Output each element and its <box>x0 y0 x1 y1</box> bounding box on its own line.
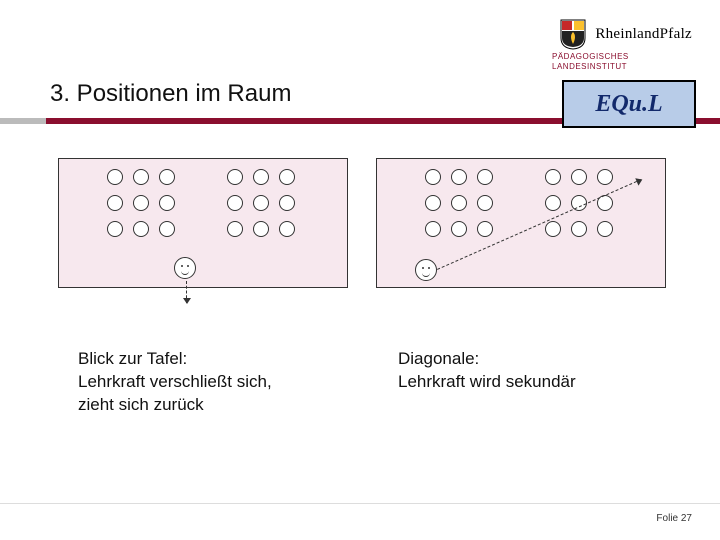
arrow-down-icon <box>186 281 187 303</box>
brand-text: RheinlandPfalz <box>595 26 692 43</box>
seat <box>571 169 587 185</box>
seat <box>477 221 493 237</box>
seat <box>545 195 561 211</box>
brand-subtext: PÄDAGOGISCHES LANDESINSTITUT <box>552 52 692 73</box>
rheinlandpfalz-logo: RheinlandPfalz <box>559 18 692 50</box>
seat <box>477 169 493 185</box>
footer-rule <box>0 503 720 504</box>
captions-row: Blick zur Tafel: Lehrkraft verschließt s… <box>78 348 680 417</box>
room-right <box>376 158 666 288</box>
shield-icon <box>559 18 587 50</box>
seat <box>545 169 561 185</box>
seat <box>253 169 269 185</box>
seat <box>159 195 175 211</box>
seat <box>253 195 269 211</box>
teacher-face-icon <box>415 259 437 281</box>
equl-logo: EQu.L <box>562 80 696 128</box>
seat <box>571 221 587 237</box>
header: 3. Positionen im Raum RheinlandPfalz PÄD… <box>0 0 720 120</box>
caption-right: Diagonale: Lehrkraft wird sekundär <box>398 348 678 417</box>
seat <box>597 221 613 237</box>
seat <box>227 169 243 185</box>
caption-left: Blick zur Tafel: Lehrkraft verschließt s… <box>78 348 398 417</box>
seat-grid <box>59 169 347 241</box>
seat <box>425 169 441 185</box>
room-left <box>58 158 348 288</box>
seat-grid <box>377 169 665 241</box>
seat <box>133 221 149 237</box>
seat <box>279 221 295 237</box>
seat-block <box>107 169 179 241</box>
seat <box>107 221 123 237</box>
slide-title: 3. Positionen im Raum <box>50 80 291 108</box>
seat <box>227 195 243 211</box>
seat-block <box>227 169 299 241</box>
seat <box>107 195 123 211</box>
seat <box>133 169 149 185</box>
seat <box>159 221 175 237</box>
seat <box>107 169 123 185</box>
teacher-face-icon <box>174 257 196 279</box>
seat <box>227 221 243 237</box>
seat <box>279 169 295 185</box>
seat <box>253 221 269 237</box>
diagram-row <box>58 158 680 288</box>
seat <box>451 221 467 237</box>
seat <box>597 169 613 185</box>
slide-number: Folie 27 <box>656 513 692 524</box>
seat <box>425 221 441 237</box>
seat <box>451 169 467 185</box>
seat <box>451 195 467 211</box>
seat <box>425 195 441 211</box>
seat <box>477 195 493 211</box>
seat <box>545 221 561 237</box>
seat-block <box>425 169 497 241</box>
seat <box>133 195 149 211</box>
seat <box>279 195 295 211</box>
equl-text: EQu.L <box>595 91 662 118</box>
seat <box>159 169 175 185</box>
